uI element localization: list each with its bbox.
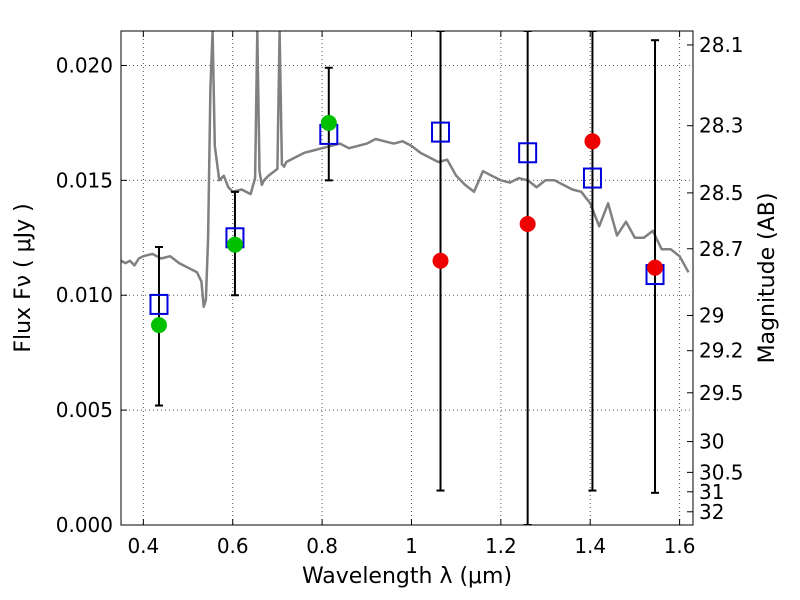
x-tick-label: 1.6: [664, 534, 696, 558]
magnitude-tick-label: 29.2: [699, 339, 744, 363]
model-spectrum-line: [121, 31, 690, 308]
detection-marker-green: [226, 236, 243, 253]
magnitude-tick-label: 30: [699, 430, 724, 454]
y-tick-label: 0.020: [56, 53, 113, 77]
magnitude-tick-label: 28.5: [699, 181, 744, 205]
y-tick-label: 0.005: [56, 398, 113, 422]
x-tick-label: 0.6: [217, 534, 249, 558]
x-axis-label: Wavelength λ (μm): [302, 564, 512, 589]
model-square-marker: [518, 142, 538, 164]
axis-ticks: 0.4 0.6 0.8 1 1.2 1.4 1.6 0.000 0.005 0.010 0.015 0…: [56, 31, 744, 558]
detection-marker-red: [519, 216, 536, 233]
y-tick-label: 0.015: [56, 168, 113, 192]
model-square-marker: [431, 121, 451, 143]
plot-background: [121, 31, 693, 525]
magnitude-tick-label: 28.3: [699, 114, 744, 138]
magnitude-tick-label: 32: [699, 500, 724, 524]
magnitude-tick-label: 29.5: [699, 381, 744, 405]
model-square-marker: [582, 167, 602, 189]
marker-layer: [149, 114, 665, 334]
magnitude-tick-label: 28.1: [699, 33, 744, 57]
detection-marker-red: [584, 133, 601, 150]
magnitude-tick-label: 30.5: [699, 460, 744, 484]
x-tick-label: 0.8: [306, 534, 338, 558]
detection-marker-red: [647, 259, 664, 276]
magnitude-tick-label: 28.7: [699, 237, 744, 261]
x-tick-label: 1: [405, 534, 418, 558]
magnitude-tick-label: 29: [699, 303, 724, 327]
x-tick-label: 1.4: [574, 534, 606, 558]
detection-marker-green: [320, 114, 337, 131]
y-tick-label: 0.010: [56, 283, 113, 307]
x-tick-label: 1.2: [485, 534, 517, 558]
y-tick-label: 0.000: [56, 513, 113, 537]
magnitude-tick-label: 31: [699, 480, 724, 504]
detection-marker-red: [432, 252, 449, 269]
y-axis-label: Flux Fν ( μJy ): [11, 203, 36, 352]
model-square-marker: [149, 293, 169, 315]
x-tick-label: 0.4: [127, 534, 159, 558]
detection-marker-green: [150, 317, 167, 334]
model-spectrum-layer: [121, 31, 690, 308]
plot-frame: [120, 30, 694, 526]
y2-axis-label: Magnitude (AB): [755, 193, 780, 364]
